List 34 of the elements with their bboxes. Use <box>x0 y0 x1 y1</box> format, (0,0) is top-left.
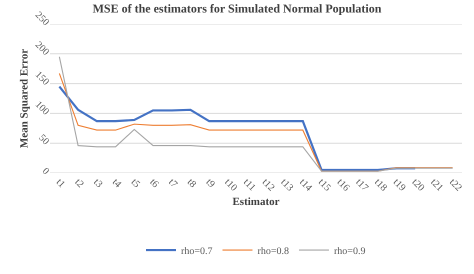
x-tick-label: t15 <box>316 176 333 194</box>
legend-label: rho=0.8 <box>257 246 289 257</box>
y-tick-label: 250 <box>32 10 52 28</box>
x-tick-label: t9 <box>204 176 217 190</box>
y-tick-label: 0 <box>40 166 52 178</box>
x-tick-label: t1 <box>54 176 67 190</box>
y-axis-title: Mean Squared Error <box>18 48 30 148</box>
x-tick-label: t22 <box>446 176 464 194</box>
y-tick-label: 100 <box>32 99 52 118</box>
x-tick-label: t20 <box>410 176 426 194</box>
x-tick-label: t12 <box>260 176 277 194</box>
chart-title: MSE of the estimators for Simulated Normal Population <box>92 2 382 16</box>
x-tick-label: t11 <box>240 176 258 194</box>
x-tick-label: t8 <box>184 176 198 190</box>
x-tick-label: t16 <box>334 176 352 194</box>
legend-label: rho=0.7 <box>181 246 212 257</box>
x-tick-label: t13 <box>278 176 296 194</box>
legend-label: rho=0.9 <box>334 246 366 257</box>
x-tick-label: t2 <box>72 176 86 190</box>
y-tick-label: 200 <box>32 40 52 58</box>
x-tick-label: t3 <box>91 176 104 190</box>
x-tick-label: t7 <box>166 176 180 190</box>
x-tick-label: t5 <box>128 176 142 190</box>
x-tick-label: t19 <box>390 176 408 194</box>
x-axis-title: Estimator <box>232 196 280 208</box>
x-tick-label: t17 <box>353 176 370 194</box>
y-tick-label: 50 <box>36 132 52 148</box>
y-tick-label: 150 <box>32 69 52 88</box>
x-tick-label: t14 <box>297 176 314 194</box>
x-tick-label: t4 <box>110 176 124 190</box>
x-tick-label: t10 <box>222 176 240 194</box>
x-tick-label: t18 <box>372 176 389 194</box>
x-tick-label: t6 <box>147 176 161 190</box>
x-tick-label: t21 <box>428 176 446 194</box>
